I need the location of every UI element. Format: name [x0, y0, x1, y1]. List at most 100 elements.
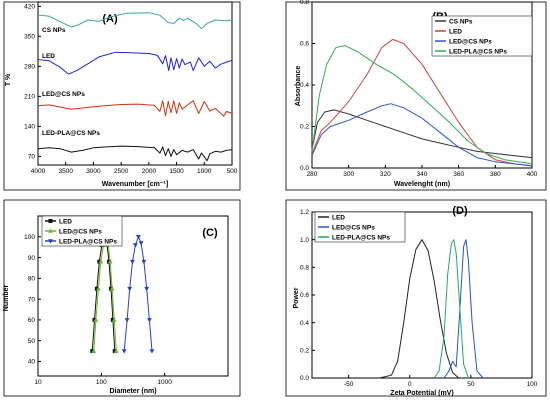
x-tick-label: 2000: [142, 168, 157, 175]
panel-label: (C): [202, 227, 218, 239]
y-axis-label: Number: [3, 285, 10, 312]
y-tick-label: 210: [24, 94, 35, 101]
series-line: [37, 100, 233, 117]
data-point: [90, 349, 95, 354]
y-tick-label: 90: [28, 255, 36, 262]
y-axis-label: Power: [293, 287, 300, 308]
data-point: [141, 259, 147, 265]
plot-area: [37, 1, 233, 166]
legend-label: LED-PLA@CS NPs: [449, 48, 507, 55]
series-line: [93, 236, 117, 352]
y-tick-label: 1.2: [300, 209, 309, 216]
y-tick-label: 420: [24, 3, 35, 10]
x-axis-label: Zeta Potential (mV): [390, 390, 453, 397]
chart-panel-2: 280 300 320 340 360 380 400 0.0 0.2 0.4 0.6 0.8 Wave…: [285, 0, 547, 191]
panel-frame: [3, 199, 241, 397]
y-tick-label: 80: [28, 276, 36, 283]
x-axis-label: Wavenumber [cm⁻¹]: [102, 181, 168, 188]
data-point: [136, 234, 141, 240]
x-tick-label: 280: [307, 171, 318, 178]
x-tick-label: 380: [490, 171, 501, 178]
x-tick-label: 50: [467, 381, 475, 388]
legend-marker: [48, 228, 53, 233]
y-tick-label: 0.2: [300, 124, 309, 131]
legend-label: LED-PLA@CS NPs: [59, 238, 117, 245]
legend-label: LED: [449, 28, 462, 35]
x-tick-label: 1500: [169, 168, 184, 175]
x-tick-label: 400: [527, 171, 538, 178]
y-tick-label: 0.0: [300, 165, 309, 172]
legend-box: [431, 15, 533, 57]
series-line: [37, 12, 233, 30]
x-tick-label: 100: [527, 381, 538, 388]
x-tick-label: -50: [344, 381, 354, 388]
data-point: [97, 259, 102, 264]
y-tick-label: 70: [28, 296, 36, 303]
y-tick-label: 0.8: [300, 0, 309, 6]
x-axis-label: Wavelenght (nm): [394, 181, 450, 188]
data-point: [91, 348, 97, 353]
x-tick-label: 500: [227, 168, 238, 175]
y-tick-label: 50: [28, 338, 36, 345]
legend-label: CS NPs: [449, 18, 473, 25]
data-point: [147, 318, 152, 323]
x-axis-label: Diameter (nm): [109, 388, 156, 395]
x-tick-label: 1000: [197, 168, 212, 175]
y-tick-label: 70: [28, 154, 36, 161]
data-point: [96, 286, 101, 291]
y-tick-label: 0.2: [300, 348, 309, 355]
series-line: [311, 38, 533, 167]
data-point: [138, 241, 144, 246]
x-tick-label: 0: [408, 381, 412, 388]
legend-marker: [48, 239, 53, 244]
y-tick-label: 350: [24, 34, 35, 41]
x-tick-label: 4000: [31, 168, 46, 175]
legend-marker: [48, 219, 53, 223]
legend-label: LED: [332, 214, 345, 221]
data-point: [109, 286, 115, 291]
y-tick-label: 1.0: [300, 237, 309, 244]
x-tick-label: 3000: [86, 168, 101, 175]
data-point: [127, 286, 133, 292]
series-line: [37, 51, 233, 75]
data-point: [98, 259, 104, 264]
series-line: [443, 239, 484, 379]
chart-panel-4: -50 0 50 100 0.0 0.2 0.4 0.6 0.8 1.0 1.2 Zeta Poten…: [285, 199, 547, 397]
series-line: [433, 239, 469, 379]
chart-panel-1: 4000 3500 3000 2500 2000 1500 1000 500 70 140 210 2…: [3, 1, 241, 191]
y-tick-label: 0.6: [300, 292, 309, 299]
series-line: [379, 239, 460, 379]
x-tick-label: 320: [380, 171, 391, 178]
y-tick-label: 280: [24, 64, 35, 71]
data-point: [144, 286, 150, 292]
plot-area: [37, 215, 229, 377]
data-point: [121, 349, 127, 354]
data-point: [132, 243, 138, 248]
y-axis-label: T %: [5, 73, 12, 86]
y-tick-label: 0.8: [300, 265, 309, 272]
data-point: [149, 349, 155, 354]
x-tick-label: 2500: [114, 168, 129, 175]
y-axis-label: Absorbance: [295, 66, 302, 107]
y-tick-label: 40: [28, 359, 36, 366]
legend-label: LED@CS NPs: [59, 228, 102, 235]
data-point: [112, 349, 117, 354]
series-line: [311, 109, 533, 159]
legend-label: LED@CS NPs: [449, 38, 492, 45]
panel-label: (D): [452, 205, 468, 217]
data-point: [130, 259, 135, 265]
data-point: [93, 317, 99, 322]
legend-label: LED: [42, 53, 55, 60]
data-point: [111, 317, 117, 322]
x-tick-label: 3500: [58, 168, 73, 175]
legend-label: CS NPs: [42, 27, 66, 34]
data-point: [124, 318, 130, 323]
data-point: [113, 348, 119, 353]
series-line: [311, 45, 533, 165]
legend-label: LED@CS NPs: [42, 91, 85, 98]
x-tick-label: 340: [417, 171, 428, 178]
legend-label: LED-PLA@CS NPs: [42, 130, 100, 137]
x-tick-label: 10: [34, 379, 42, 386]
